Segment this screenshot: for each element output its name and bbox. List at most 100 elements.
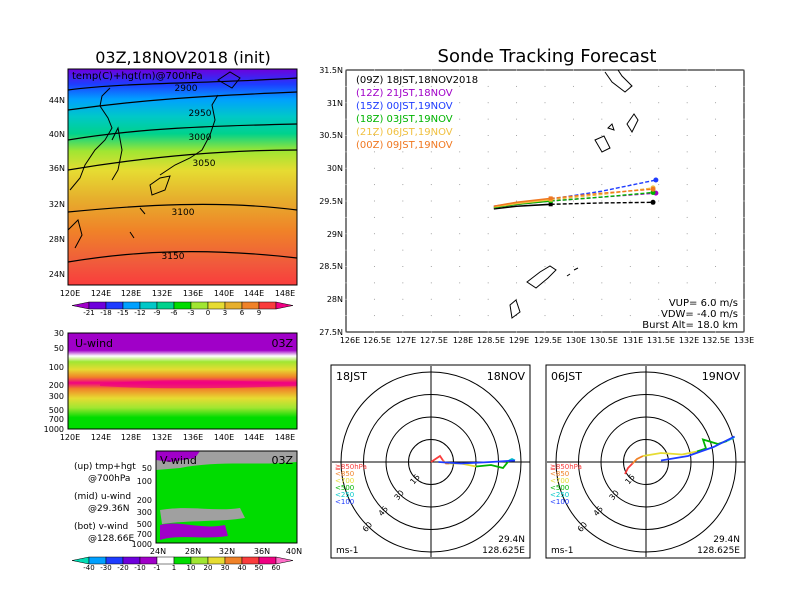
- grid-dot: [715, 118, 717, 120]
- lon-tick-label: 136E: [183, 433, 203, 442]
- grid-dot: [658, 102, 660, 104]
- lon-tick-label: 128.5E: [477, 336, 505, 345]
- track-line-dashed: [550, 191, 654, 202]
- track-series: [493, 177, 659, 210]
- lon-tick-label: 131.5E: [647, 336, 675, 345]
- vwind-time: 03Z: [271, 454, 293, 467]
- lon-tick-label: 124E: [91, 289, 111, 298]
- lat-tick-label: 32N: [219, 547, 235, 556]
- grid-dot: [572, 167, 574, 169]
- grid-dot: [459, 69, 461, 71]
- level-legend-entry: <500: [335, 484, 354, 492]
- track-legend-entry: (18Z) 03JST,19NOV: [356, 114, 453, 125]
- wind-scale-label: 50: [255, 564, 264, 572]
- grid-dot: [459, 282, 461, 284]
- p-tick-label: 200: [137, 496, 152, 505]
- p-tick-label: 100: [137, 477, 152, 486]
- grid-dot: [373, 233, 375, 235]
- track-legend-entry: (00Z) 09JST,19NOV: [356, 140, 453, 151]
- grid-dot: [459, 151, 461, 153]
- grid-dot: [430, 167, 432, 169]
- legend-line: @700hPa: [88, 474, 130, 484]
- grid-dot: [516, 200, 518, 202]
- grid-dot: [516, 233, 518, 235]
- grid-dot: [345, 298, 347, 300]
- legend-line: (bot) v-wind: [74, 522, 128, 532]
- grid-dot: [544, 167, 546, 169]
- grid-dot: [544, 151, 546, 153]
- grid-dot: [373, 167, 375, 169]
- wind-colorbar: -40 -30 -20 -10 -1 1 10 20 30 40 50 60: [71, 556, 294, 572]
- grid-dot: [544, 85, 546, 87]
- lon-tick-label: 127E: [396, 336, 416, 345]
- lon-tick-label: 148E: [275, 433, 295, 442]
- grid-dot: [487, 69, 489, 71]
- grid-dot: [601, 249, 603, 251]
- grid-dot: [686, 118, 688, 120]
- colorbar-cell: [258, 301, 277, 310]
- colorbar-cell: [88, 301, 107, 310]
- hodograph-trace: [660, 435, 735, 462]
- grid-dot: [572, 298, 574, 300]
- grid-dot: [601, 69, 603, 71]
- coastlines: [68, 71, 241, 249]
- temp-scale-label: 0: [206, 309, 210, 317]
- track-endpoint: [650, 199, 656, 205]
- level-legend-entry: ≧850hPa: [335, 463, 367, 471]
- grid-dot: [402, 282, 404, 284]
- grid-dot: [686, 216, 688, 218]
- grid-dot: [572, 69, 574, 71]
- colorbar-cell: [173, 301, 192, 310]
- grid-dot: [544, 135, 546, 136]
- grid-dot: [516, 167, 518, 169]
- uwind-lon-axis: 120E 124E 128E 132E 136E 140E 144E 148E: [60, 433, 295, 442]
- track-legend: (09Z) 18JST,18NOV2018 (12Z) 21JST,18NOV …: [356, 75, 478, 151]
- hodograph-trace: [430, 454, 444, 463]
- wind-scale-label: -30: [100, 564, 111, 572]
- track-panel: (09Z) 18JST,18NOV2018 (12Z) 21JST,18NOV …: [319, 66, 754, 345]
- hodograph-trace: [642, 450, 698, 457]
- grid-dot: [402, 249, 404, 251]
- lon-tick-label: 124E: [91, 433, 111, 442]
- grid-dot: [345, 266, 347, 267]
- lat-tick-label: 36N: [254, 547, 270, 556]
- grid-dot: [487, 118, 489, 120]
- param-burst: Burst Alt= 18.0 km: [642, 320, 738, 331]
- grid-dot: [402, 200, 404, 202]
- grid-dot: [459, 200, 461, 202]
- grid-dot: [459, 216, 461, 218]
- colorbar-cell: [258, 556, 277, 565]
- grid-dot: [743, 200, 745, 202]
- level-legend-entry: <250: [550, 491, 569, 499]
- grid-dot: [686, 200, 688, 202]
- grid-dot: [743, 118, 745, 120]
- grid-dot: [658, 85, 660, 87]
- vwind-lower-purple: [160, 523, 228, 540]
- hodograph-rings: [547, 366, 745, 557]
- hodograph-panel-18nov: 18JST 18NOV ms-1 29.4N 128.625E ≧850hPa<…: [330, 364, 531, 559]
- lat-tick-label: 29.5N: [319, 197, 343, 206]
- grid-dot: [373, 184, 375, 186]
- grid-dot: [373, 135, 375, 136]
- grid-dot: [572, 200, 574, 202]
- grid-dot: [686, 249, 688, 251]
- grid-dot: [430, 315, 432, 317]
- grid-dot: [516, 102, 518, 104]
- grid-dot: [544, 331, 546, 333]
- level-legend-entry: <700: [550, 477, 569, 485]
- lon-tick-label: 140E: [214, 289, 234, 298]
- lon-tick-label: 130.5E: [590, 336, 618, 345]
- hodograph-traces: [624, 435, 736, 475]
- grid-dot: [686, 184, 688, 186]
- lat-tick-label: 24N: [49, 270, 65, 279]
- grid-dot: [601, 184, 603, 186]
- grid-dot: [516, 249, 518, 251]
- grid-dot: [601, 135, 603, 136]
- colorbar-cell: [122, 301, 141, 310]
- grid-dot: [373, 249, 375, 251]
- temp-scale-label: -12: [134, 309, 145, 317]
- grid-dot: [629, 135, 631, 136]
- p-tick-label: 50: [54, 344, 64, 353]
- grid-dot: [715, 184, 717, 186]
